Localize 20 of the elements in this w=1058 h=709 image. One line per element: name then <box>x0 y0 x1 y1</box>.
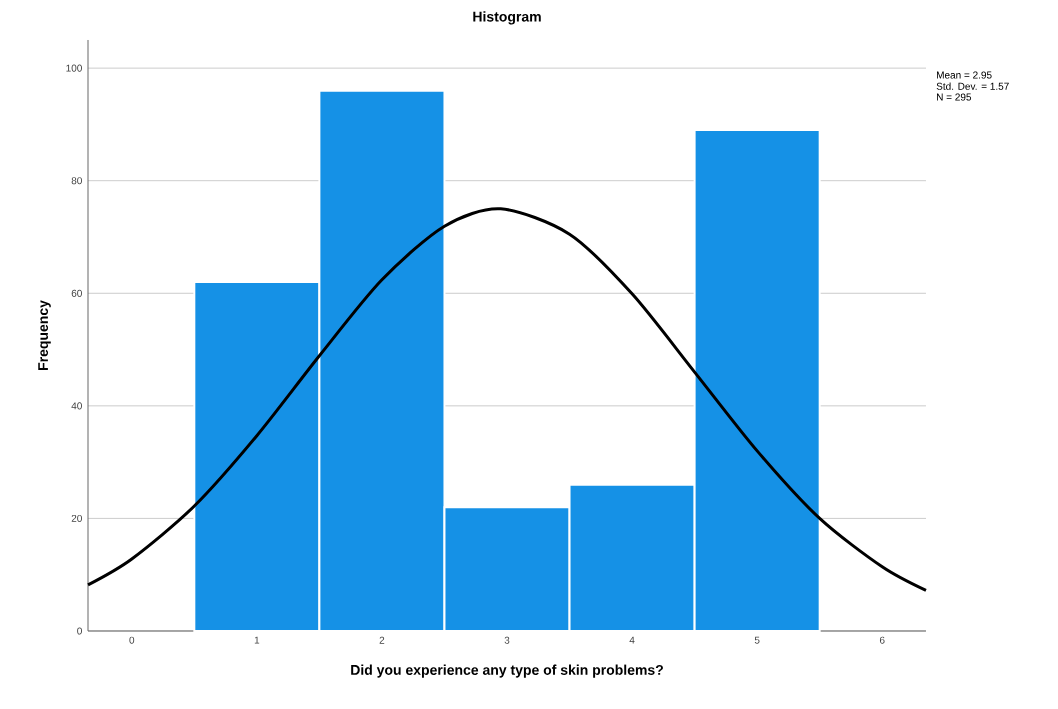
y-tick-label: 20 <box>71 514 82 522</box>
text: N = 295 <box>937 93 972 101</box>
y-tick-label: 80 <box>71 177 82 185</box>
x-tick-label: 3 <box>504 636 510 644</box>
x-tick-label: 5 <box>754 636 760 644</box>
y-tick-label: 0 <box>77 627 82 635</box>
y-tick-label: 40 <box>71 402 82 410</box>
x-tick-label: 1 <box>254 636 260 644</box>
x-tick-label: 2 <box>379 636 385 644</box>
text: Mean = 2.95 <box>937 71 992 79</box>
x-tick-label: 4 <box>629 636 635 644</box>
chart-title: Histogram <box>473 11 541 25</box>
y-axis-title: Frequency <box>38 300 51 370</box>
y-tick-label: 100 <box>66 64 82 72</box>
line-series <box>86 207 928 592</box>
x-axis-title: Did you experience any type of skin problems? <box>351 664 663 678</box>
x-tick-label: 6 <box>879 636 885 644</box>
y-tick-label: 60 <box>71 289 82 297</box>
text: Std. Dev. = 1.57 <box>936 82 1009 90</box>
x-tick-label: 0 <box>129 636 135 644</box>
